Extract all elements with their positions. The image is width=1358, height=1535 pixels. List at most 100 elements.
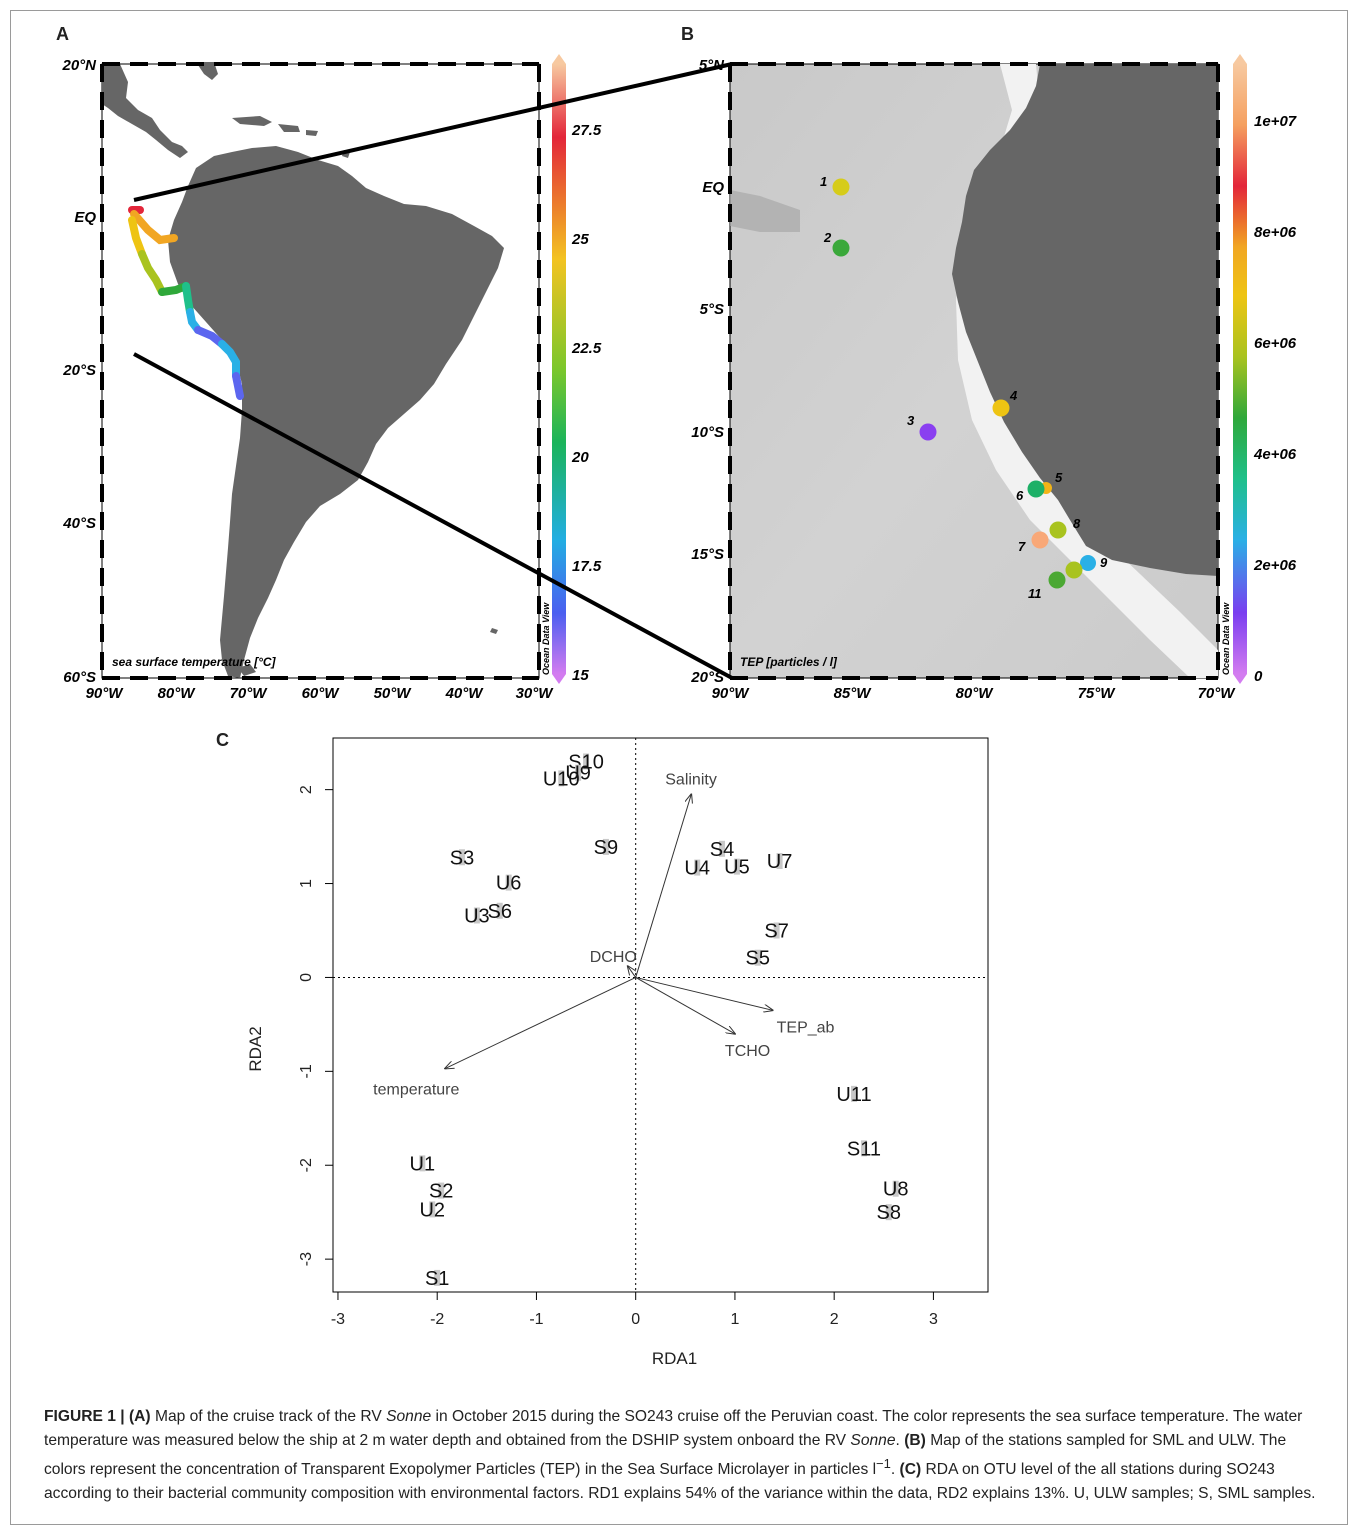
point-label: S1 [425, 1268, 449, 1290]
point-marker [851, 1085, 858, 1102]
caption-figure-label: FIGURE 1 | [44, 1408, 125, 1425]
y-tick-label: 1 [298, 879, 315, 888]
x-tick-label: 3 [929, 1311, 938, 1328]
point-marker [885, 1204, 892, 1221]
point-label: U10 [543, 768, 580, 790]
point-label: S11 [847, 1138, 881, 1160]
point-label: U6 [496, 873, 522, 895]
caption-c-label: (C) [899, 1461, 922, 1479]
x-tick-label: -1 [529, 1311, 543, 1328]
point-label: S7 [764, 920, 788, 942]
vector-label: TCHO [725, 1043, 770, 1060]
station-label: 11 [1028, 586, 1042, 601]
a-lon-label: 50°W [374, 685, 413, 702]
b-colorbar-tick: 6e+06 [1254, 335, 1297, 352]
point-marker [773, 922, 780, 939]
point-label: U9 [565, 763, 591, 785]
zoom-connector-line [133, 62, 733, 202]
b-map-label: TEP [particles / l] [740, 655, 838, 669]
point-marker [694, 859, 701, 876]
panel-c-rda-plot: -3 -2 -1 0 1 2 3 -3 -2 -1 0 1 2 RDA1 RDA2 Salinity DCHO T… [246, 737, 989, 1368]
vector-arrow [628, 966, 636, 978]
station-marker [832, 239, 850, 257]
point-label: S5 [746, 948, 770, 970]
point-label: S3 [450, 847, 474, 869]
a-colorbar-tick: 27.5 [571, 122, 602, 139]
a-lat-label: EQ [74, 209, 96, 226]
b-lat-label: 20°S [690, 669, 724, 686]
b-lat-label: EQ [702, 179, 724, 196]
station-label: 2 [823, 230, 832, 245]
station-marker [1049, 521, 1067, 539]
a-lon-label: 70°W [230, 685, 269, 702]
figure-caption: FIGURE 1 | (A) Map of the cruise track o… [44, 1408, 1316, 1502]
b-lon-label: 80°W [956, 685, 995, 702]
a-lon-label: 30°W [516, 685, 555, 702]
caption-a-text2: in October 2015 during the SO243 cruise … [44, 1408, 1303, 1449]
panel-b-letter: B [681, 24, 694, 44]
vector-arrow [635, 977, 735, 1033]
b-colorbar-tick: 2e+06 [1253, 557, 1297, 574]
plot-frame [332, 737, 989, 1293]
vector-arrow [445, 976, 636, 1068]
point-marker [438, 1182, 445, 1199]
station-marker [1048, 571, 1066, 589]
y-tick-label: 0 [298, 973, 315, 982]
b-colorbar-tick: 4e+06 [1253, 446, 1297, 463]
a-colorbar-tick: 15 [572, 667, 589, 684]
vector-arrow [635, 794, 692, 978]
a-colorbar-tick: 25 [571, 231, 589, 248]
y-tick-label: -2 [298, 1158, 315, 1172]
point-marker [602, 838, 609, 855]
b-lon-label: 70°W [1198, 685, 1237, 702]
b-watermark: Ocean Data View [1221, 602, 1231, 675]
x-tick-label: 2 [830, 1311, 839, 1328]
point-label: U11 [836, 1084, 871, 1106]
station-label: 5 [1055, 470, 1063, 485]
point-label: S4 [710, 839, 734, 861]
a-colorbar [552, 64, 566, 674]
station-label: 7 [1018, 539, 1026, 554]
station-marker [992, 399, 1010, 417]
panel-c-letter: C [216, 730, 229, 750]
a-lon-label: 80°W [158, 685, 197, 702]
b-lon-label: 90°W [712, 685, 751, 702]
a-colorbar-tick: 22.5 [571, 340, 602, 357]
a-lon-label: 60°W [302, 685, 341, 702]
station-label: 6 [1016, 488, 1024, 503]
point-marker [575, 764, 582, 781]
point-marker [459, 849, 466, 866]
a-lat-label: 60°S [63, 669, 96, 686]
b-lon-label: 85°W [834, 685, 873, 702]
b-colorbar-tick: 0 [1254, 668, 1263, 685]
point-label: U2 [419, 1199, 445, 1221]
point-marker [558, 770, 565, 787]
point-marker [419, 1155, 426, 1172]
station-markers [832, 178, 1096, 589]
point-marker [583, 753, 590, 770]
a-colorbar-tick: 20 [571, 449, 589, 466]
zoom-connector-line [133, 352, 733, 680]
caption-c-text: RDA on OTU level of the all stations dur… [44, 1461, 1316, 1502]
a-map-label: sea surface temperature [°C] [112, 655, 277, 669]
vector-label: TEP_ab [777, 1019, 835, 1036]
point-marker [860, 1140, 867, 1157]
station-label: 8 [1073, 516, 1081, 531]
point-marker [429, 1201, 436, 1218]
y-tick-label: -3 [298, 1252, 315, 1266]
station-marker [832, 178, 850, 196]
point-label: U3 [464, 905, 490, 927]
point-marker [473, 907, 480, 924]
point-marker [496, 902, 503, 919]
a-lon-label: 90°W [86, 685, 125, 702]
point-label: S6 [487, 901, 511, 923]
a-lon-label: 40°W [445, 685, 485, 702]
station-label: 3 [907, 413, 915, 428]
caption-a-ship2: Sonne [850, 1431, 896, 1449]
y-tick-label: 2 [298, 785, 315, 794]
a-watermark: Ocean Data View [541, 602, 551, 675]
b-colorbar-tick: 1e+07 [1254, 113, 1297, 130]
x-axis-label: RDA1 [652, 1349, 697, 1368]
point-marker [434, 1269, 441, 1286]
b-colorbar [1233, 64, 1247, 674]
